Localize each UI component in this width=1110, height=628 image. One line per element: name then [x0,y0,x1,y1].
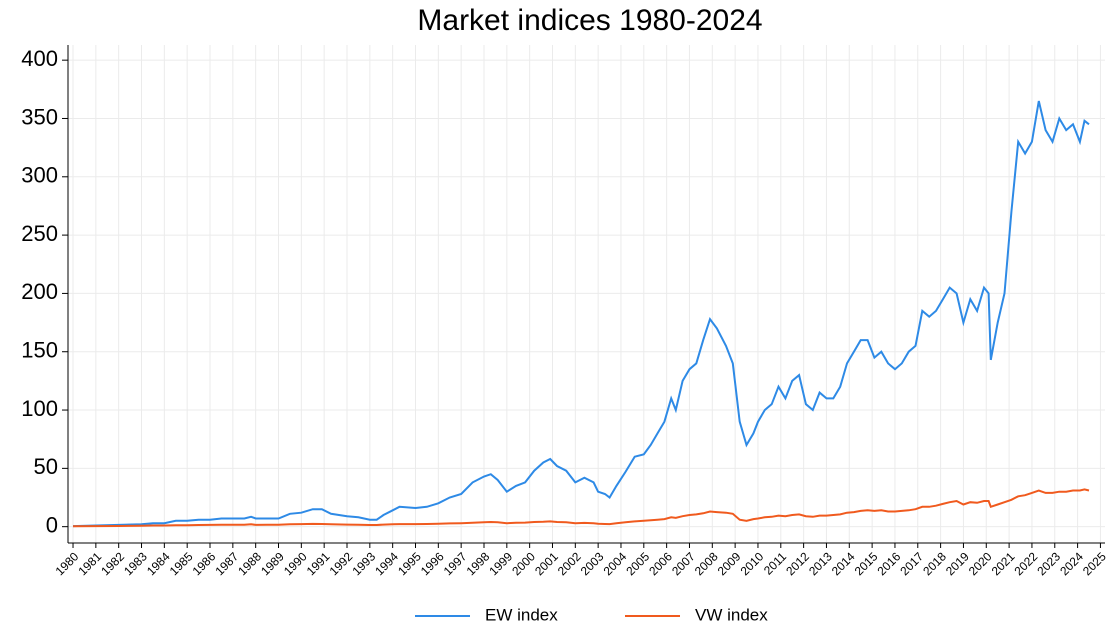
x-tick-label: 1986 [190,549,219,578]
chart-title: Market indices 1980-2024 [417,4,762,37]
x-tick-label: 2023 [1034,549,1063,578]
y-tick-label: 150 [21,338,58,363]
x-tick-label: 2014 [829,549,858,578]
y-tick-label: 100 [21,396,58,421]
x-tick-label: 2024 [1057,549,1086,578]
x-tick-label: 1998 [464,549,493,578]
x-tick-label: 1987 [212,549,241,578]
legend-label: EW index [485,605,558,624]
x-tick-label: 1995 [395,549,424,578]
x-tick-label: 1994 [372,549,401,578]
x-tick-label: 2016 [875,549,904,578]
x-tick-label: 2012 [783,549,812,578]
x-tick-label: 1984 [144,549,173,578]
x-tick-label: 1990 [281,549,310,578]
legend-label: VW index [695,605,768,624]
x-tick-label: 1988 [235,549,264,578]
y-tick-label: 300 [21,163,58,188]
x-tick-label: 2000 [509,549,538,578]
x-tick-label: 1999 [486,549,515,578]
y-tick-label: 250 [21,221,58,246]
y-tick-label: 50 [34,454,58,479]
x-tick-label: 2007 [669,549,698,578]
x-tick-label: 2021 [989,549,1018,578]
x-tick-label: 1992 [327,549,356,578]
x-tick-label: 1997 [441,549,470,578]
x-tick-label: 2009 [715,549,744,578]
x-tick-label: 1983 [121,549,150,578]
x-tick-label: 2018 [920,549,949,578]
x-tick-label: 2025 [1080,549,1109,578]
x-tick-label: 2011 [761,549,789,577]
x-tick-label: 1989 [258,549,287,578]
x-tick-label: 2004 [601,549,630,578]
x-tick-label: 1985 [167,549,196,578]
x-tick-label: 2003 [578,549,607,578]
x-tick-label: 2017 [897,549,926,578]
x-tick-label: 1991 [304,549,333,578]
x-tick-label: 2019 [943,549,972,578]
x-tick-label: 2006 [646,549,675,578]
line-series [72,488,1090,528]
x-tick-label: 2013 [806,549,835,578]
x-tick-label: 1982 [98,549,127,578]
x-tick-label: 2008 [692,549,721,578]
x-tick-label: 1993 [349,549,378,578]
y-tick-label: 0 [46,512,58,537]
x-tick-label: 1996 [418,549,447,578]
x-tick-label: 2022 [1012,549,1041,578]
y-tick-label: 350 [21,104,58,129]
x-tick-label: 2010 [738,549,767,578]
x-tick-label: 1981 [75,549,104,578]
y-tick-label: 200 [21,279,58,304]
x-tick-label: 2005 [623,549,652,578]
x-tick-label: 2015 [852,549,881,578]
x-tick-label: 2001 [532,549,561,578]
x-tick-label: 1980 [53,549,82,578]
line-series [72,100,1090,528]
y-tick-label: 400 [21,46,58,71]
x-tick-label: 2020 [966,549,995,578]
x-tick-label: 2002 [555,549,584,578]
